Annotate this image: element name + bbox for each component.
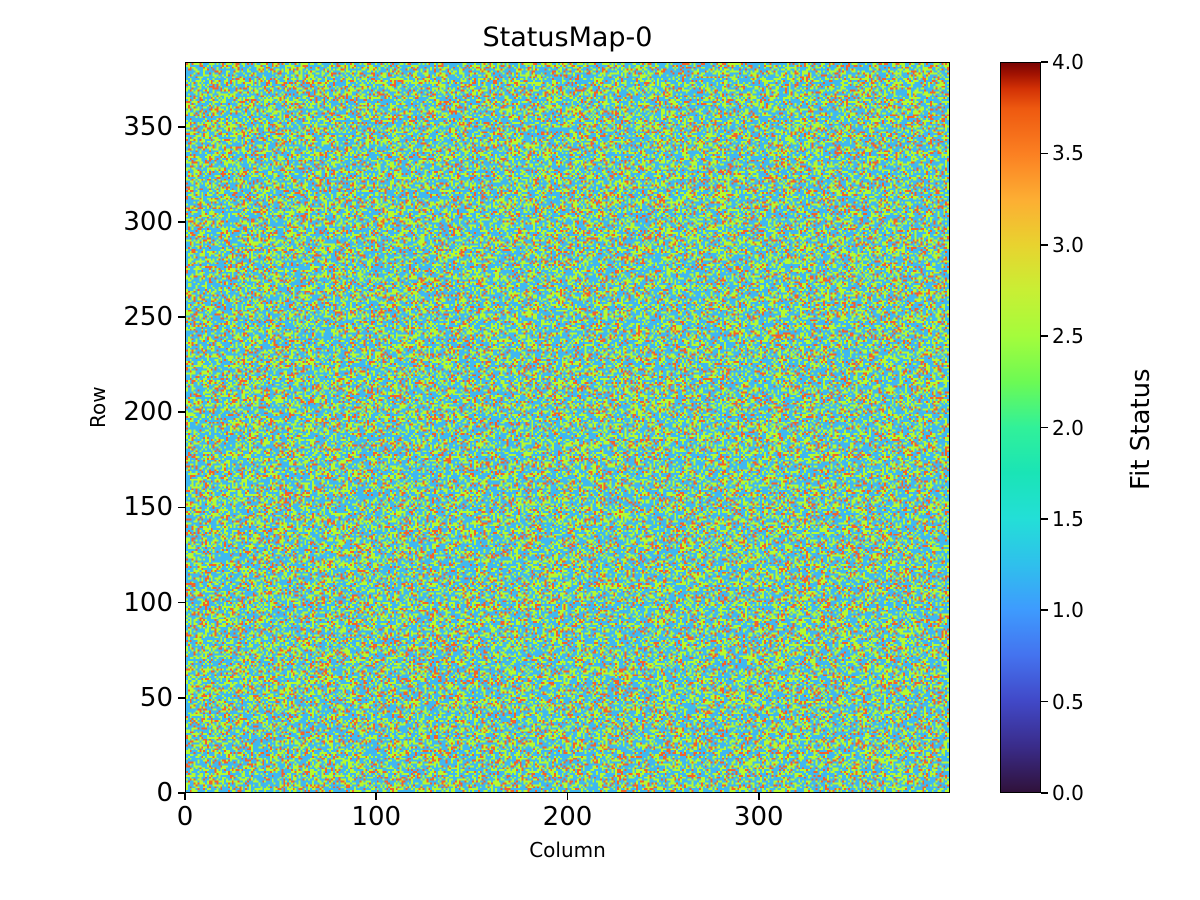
x-tick-label: 200: [542, 802, 593, 832]
x-tick-mark: [757, 793, 760, 800]
colorbar-tick-mark: [1041, 426, 1048, 429]
y-tick-label: 150: [123, 492, 173, 523]
y-tick-mark: [178, 506, 185, 509]
colorbar-tick-label: 0.0: [1052, 781, 1084, 805]
y-tick-mark: [178, 697, 185, 699]
colorbar-tick-label: 2.5: [1052, 324, 1084, 349]
x-tick-mark: [184, 793, 186, 800]
y-tick-label: 100: [123, 587, 173, 618]
y-tick-mark: [178, 221, 185, 223]
y-tick-mark: [178, 411, 185, 414]
heatmap-image: [186, 63, 949, 792]
x-tick-label: 300: [733, 802, 784, 832]
y-tick-label: 350: [123, 111, 173, 142]
colorbar-tick-mark: [1041, 518, 1048, 520]
colorbar-label: Fit Status: [1126, 368, 1156, 490]
y-tick-mark: [178, 316, 185, 318]
page-title: StatusMap-0: [482, 22, 653, 53]
x-axis-label: Column: [529, 838, 606, 862]
colorbar-tick-label: 1.5: [1052, 506, 1084, 531]
colorbar-tick-mark: [1041, 61, 1048, 63]
colorbar-tick-mark: [1041, 792, 1048, 794]
y-tick-label: 50: [139, 682, 173, 713]
y-tick-mark: [178, 792, 185, 794]
y-axis-label: Row: [86, 386, 110, 428]
y-tick-mark: [178, 601, 185, 604]
y-tick-label: 0: [156, 778, 173, 808]
colorbar-tick-label: 3.5: [1052, 141, 1084, 166]
colorbar-tick-mark: [1041, 243, 1048, 246]
colorbar-tick-mark: [1041, 609, 1048, 612]
colorbar-gradient: [1001, 63, 1040, 792]
colorbar-tick-label: 3.0: [1052, 232, 1084, 257]
x-tick-mark: [375, 793, 378, 800]
colorbar-tick-label: 0.5: [1052, 689, 1084, 714]
colorbar-tick-label: 2.0: [1052, 415, 1084, 440]
colorbar[interactable]: [1000, 62, 1041, 793]
colorbar-tick-mark: [1041, 335, 1048, 337]
y-tick-label: 300: [123, 206, 173, 237]
heatmap-axes[interactable]: [185, 62, 950, 793]
y-tick-label: 250: [123, 302, 173, 333]
colorbar-tick-label: 4.0: [1052, 50, 1084, 74]
x-tick-label: 0: [176, 802, 194, 832]
y-tick-mark: [178, 125, 185, 128]
colorbar-tick-label: 1.0: [1052, 598, 1084, 623]
x-tick-mark: [566, 793, 569, 800]
y-tick-label: 200: [123, 397, 173, 428]
x-tick-label: 100: [351, 802, 402, 832]
colorbar-tick-mark: [1041, 700, 1048, 703]
colorbar-tick-mark: [1041, 152, 1048, 155]
